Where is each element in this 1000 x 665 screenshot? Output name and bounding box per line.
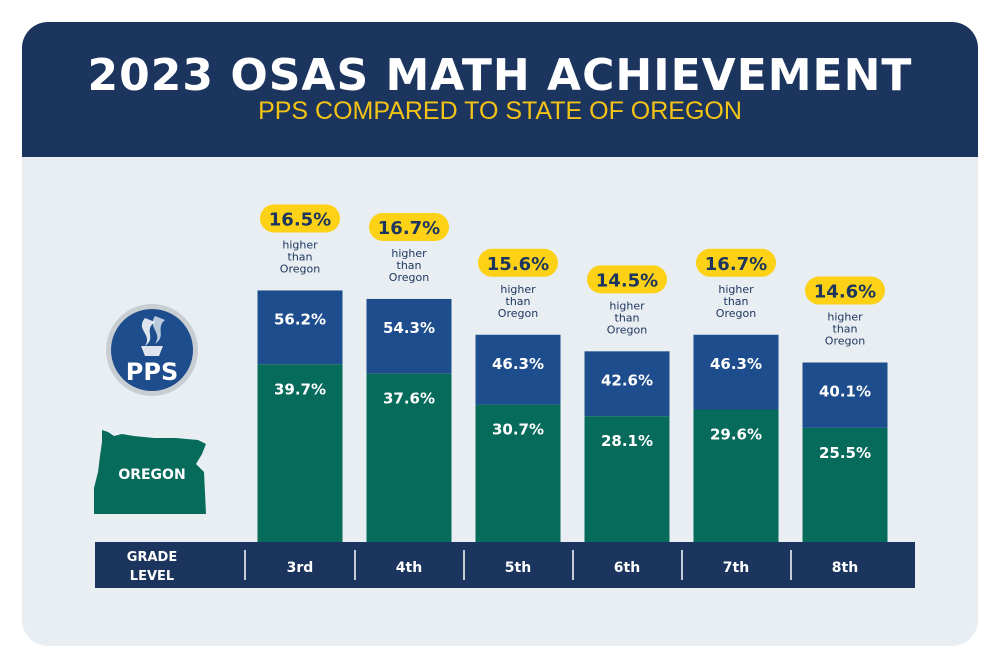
oregon-bar-7th — [693, 409, 779, 542]
pps-value-label: 54.3% — [383, 319, 435, 337]
oregon-state-icon: OREGON — [94, 430, 206, 514]
comparison-text: Oregon — [607, 323, 647, 336]
grade-tick-4th: 4th — [396, 560, 422, 576]
difference-badge — [696, 248, 776, 277]
difference-value: 14.5% — [596, 270, 658, 291]
comparison-text: Oregon — [280, 262, 320, 275]
pps-bar-8th — [802, 362, 888, 428]
oregon-value-label: 37.6% — [383, 390, 435, 408]
pps-logo-label: PPS — [126, 358, 178, 386]
pps-logo-icon: PPS — [106, 304, 198, 396]
pps-bar-3rd — [257, 290, 343, 365]
axis-label-line1: GRADE — [127, 550, 177, 565]
difference-badge — [369, 212, 449, 241]
oregon-bar-5th — [475, 404, 561, 542]
pps-value-label: 46.3% — [492, 355, 544, 373]
comparison-text: higher — [827, 311, 863, 324]
oregon-bar-6th — [584, 416, 670, 542]
grade-tick-8th: 8th — [832, 560, 858, 576]
grade-tick-3rd: 3rd — [287, 560, 314, 576]
chart-title: 2023 OSAS MATH ACHIEVEMENT — [87, 50, 913, 101]
comparison-text: Oregon — [716, 307, 756, 320]
axis-label-line2: LEVEL — [130, 569, 174, 584]
difference-value: 16.7% — [378, 218, 440, 239]
chart-subtitle: PPS COMPARED TO STATE OF OREGON — [258, 97, 742, 125]
comparison-text: than — [288, 250, 313, 263]
difference-badge — [805, 276, 885, 305]
pps-value-label: 56.2% — [274, 310, 326, 328]
grade-tick-6th: 6th — [614, 560, 640, 576]
comparison-text: higher — [609, 299, 645, 312]
pps-bar-4th — [366, 298, 452, 374]
comparison-text: than — [833, 323, 858, 336]
pps-bar-7th — [693, 334, 779, 410]
oregon-value-label: 29.6% — [710, 426, 762, 444]
comparison-text: than — [724, 295, 749, 308]
grade-tick-7th: 7th — [723, 560, 749, 576]
oregon-bar-4th — [366, 373, 452, 542]
comparison-text: higher — [391, 247, 427, 260]
difference-value: 16.7% — [705, 254, 767, 275]
comparison-text: than — [397, 259, 422, 272]
difference-value: 16.5% — [269, 209, 331, 230]
pps-value-label: 40.1% — [819, 383, 871, 401]
oregon-value-label: 25.5% — [819, 444, 871, 462]
comparison-text: Oregon — [389, 271, 429, 284]
difference-value: 15.6% — [487, 254, 549, 275]
oregon-bar-3rd — [257, 364, 343, 542]
oregon-value-label: 28.1% — [601, 432, 653, 450]
difference-badge — [587, 265, 667, 294]
difference-badge — [478, 248, 558, 277]
pps-bar-5th — [475, 334, 561, 405]
oregon-value-label: 30.7% — [492, 421, 544, 439]
difference-value: 14.6% — [814, 282, 876, 303]
grade-tick-5th: 5th — [505, 560, 531, 576]
comparison-text: Oregon — [825, 335, 865, 348]
grade-level-axis — [95, 542, 915, 588]
comparison-text: Oregon — [498, 307, 538, 320]
pps-bar-6th — [584, 351, 670, 417]
comparison-text: higher — [282, 238, 318, 251]
comparison-text: higher — [718, 283, 754, 296]
comparison-text: than — [506, 295, 531, 308]
header-banner: 2023 OSAS MATH ACHIEVEMENT PPS COMPARED … — [22, 22, 978, 157]
oregon-value-label: 39.7% — [274, 380, 326, 398]
pps-value-label: 46.3% — [710, 355, 762, 373]
difference-badge — [260, 204, 340, 233]
pps-value-label: 42.6% — [601, 371, 653, 389]
oregon-bar-8th — [802, 427, 888, 542]
comparison-text: higher — [500, 283, 536, 296]
comparison-text: than — [615, 311, 640, 324]
oregon-label: OREGON — [118, 467, 185, 483]
